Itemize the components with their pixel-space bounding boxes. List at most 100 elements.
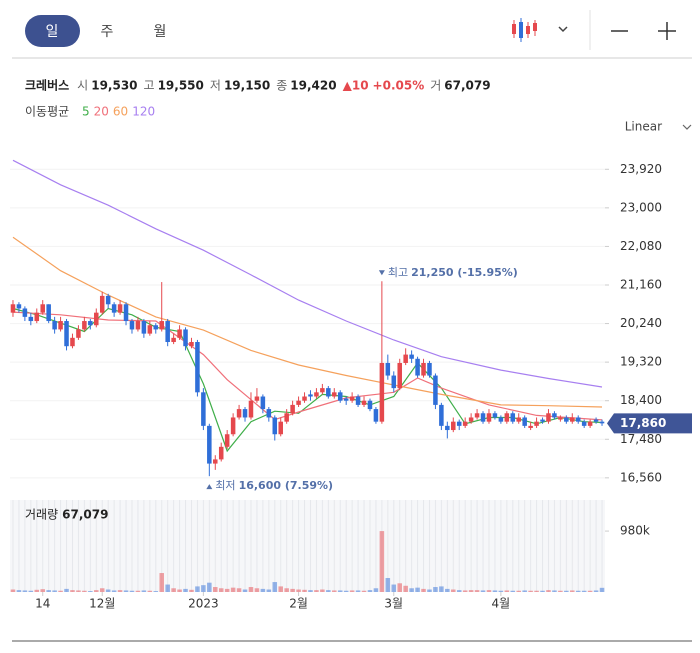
volume-title: 거래량 <box>25 508 58 522</box>
candle-body <box>177 329 182 338</box>
candle-body <box>16 304 22 309</box>
volume-bar <box>451 589 456 592</box>
ma-legend-item: 120 <box>132 105 155 119</box>
candle-body <box>552 413 557 418</box>
candle-body <box>468 417 474 422</box>
scale-mode[interactable]: Linear <box>625 120 662 134</box>
field-label: 저 <box>210 79 221 93</box>
volume-bar <box>123 590 129 592</box>
volume-bar <box>70 590 75 592</box>
candle-body <box>462 421 468 426</box>
candle-body <box>516 417 521 422</box>
change: ▲10 <box>343 79 369 93</box>
candle-body <box>189 342 194 347</box>
candle-body <box>504 413 510 422</box>
volume-bar <box>492 590 498 592</box>
volume-bar <box>76 590 81 592</box>
dropdown-chevron[interactable] <box>558 26 568 33</box>
volume-bar <box>516 590 521 592</box>
last-price-tag <box>607 413 692 434</box>
field-value: 19,420 <box>290 79 336 93</box>
y-tick-label: 17,480 <box>620 432 662 446</box>
field-value: 19,530 <box>91 79 137 93</box>
volume-bar <box>201 585 206 592</box>
candle-body <box>510 413 516 422</box>
change-pct: +0.05% <box>373 79 425 93</box>
candle-body <box>385 362 391 376</box>
volume-label: 거 <box>430 79 441 93</box>
volume-bar <box>349 590 355 592</box>
annotation-value: 21,250 (-15.95%) <box>411 266 518 279</box>
tab-selected-bg[interactable] <box>25 15 80 47</box>
volume-bar <box>99 588 105 592</box>
candle-body <box>540 419 545 422</box>
candle-body <box>397 362 402 389</box>
volume-bar <box>88 591 93 592</box>
candle-body <box>326 388 331 397</box>
candle-body <box>427 362 432 376</box>
volume-bar <box>593 590 599 592</box>
ma-legend-item: 20 <box>94 105 109 119</box>
candle-body <box>456 421 462 426</box>
volume-bar <box>504 590 510 592</box>
volume-bar <box>64 588 69 592</box>
candle-body <box>88 321 93 326</box>
volume-bar <box>498 590 504 592</box>
volume-bar <box>242 589 248 592</box>
volume-bar <box>575 590 581 592</box>
candle-body <box>64 321 69 347</box>
volume-bar <box>456 590 462 592</box>
tab[interactable]: 주 <box>101 24 114 40</box>
candle-body <box>224 434 230 447</box>
volume-bar <box>367 590 373 592</box>
x-tick-label: 14 <box>35 597 50 611</box>
volume-bar <box>224 588 230 592</box>
candle-body <box>218 446 224 460</box>
volume-bar <box>534 590 539 592</box>
candle-body <box>343 398 349 401</box>
volume-bar <box>558 590 563 592</box>
tab[interactable]: 일 <box>46 24 59 40</box>
candle-body <box>296 400 301 405</box>
candle-body <box>123 304 129 322</box>
annotation-marker <box>206 484 213 490</box>
volume-bar <box>397 583 402 592</box>
volume-bar <box>486 590 492 592</box>
candle-body <box>242 409 248 418</box>
volume-bar <box>153 591 159 592</box>
annotation-text: 최저 <box>215 479 235 492</box>
volume-bar <box>546 590 551 592</box>
volume-bar <box>421 588 426 592</box>
candle-body <box>302 396 307 401</box>
candle-body <box>171 337 176 343</box>
candle-body <box>22 308 28 317</box>
candle-icon[interactable] <box>512 18 537 42</box>
volume-bar <box>445 588 450 592</box>
volume-bar <box>236 588 242 592</box>
volume-bar <box>82 590 87 592</box>
candle-body <box>480 413 486 422</box>
volume-bar <box>302 589 307 592</box>
annotation-value: 16,600 (7.59%) <box>239 479 334 492</box>
volume-bar <box>195 586 200 592</box>
candle-body <box>34 312 40 322</box>
last-price-label: 17,860 <box>620 416 666 430</box>
annotation-text: 최고 <box>388 266 408 279</box>
volume-bar <box>278 586 283 592</box>
y-tick-label: 23,000 <box>620 200 662 214</box>
volume-bar <box>308 590 313 592</box>
volume-bar <box>165 584 170 592</box>
volume-bar <box>587 590 593 592</box>
tab[interactable]: 월 <box>154 24 167 40</box>
scale-chevron[interactable] <box>682 124 692 130</box>
zoom-in[interactable] <box>658 22 676 40</box>
volume-bar <box>135 590 141 592</box>
volume-bar <box>290 588 295 592</box>
volume-bar <box>528 590 533 592</box>
candle-body <box>558 417 563 420</box>
volume-bar <box>570 590 575 592</box>
moving-average <box>12 159 603 388</box>
volume-bar <box>296 589 301 592</box>
candle-body <box>486 413 492 422</box>
volume-bar <box>141 590 147 592</box>
